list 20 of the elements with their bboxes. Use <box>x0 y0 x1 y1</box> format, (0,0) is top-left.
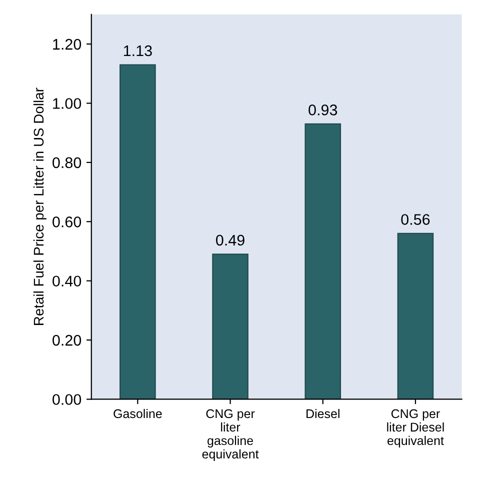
y-tick-label: 0.00 <box>52 394 82 405</box>
y-tick-label: 0.60 <box>52 216 82 228</box>
y-tick-label: 1.20 <box>53 38 82 50</box>
x-tick-label: CNG per liter Diesel equivalent <box>387 409 444 448</box>
y-tick-label: 0.40 <box>52 276 82 287</box>
bar <box>397 232 434 400</box>
y-axis-title: Retail Fuel Price per Litter in US Dollar <box>33 88 46 325</box>
data-label: 0.93 <box>308 104 338 116</box>
bar <box>304 123 342 400</box>
x-tick-label: CNG per liter gasoline equivalent <box>202 409 259 461</box>
bar <box>212 254 248 400</box>
y-tick-label: 1.00 <box>53 98 82 109</box>
y-tick-label: 0.20 <box>52 334 82 346</box>
data-label: 1.13 <box>124 45 152 56</box>
x-tick-label: Diesel <box>306 408 340 418</box>
y-tick-label: 0.80 <box>52 157 82 168</box>
data-label: 0.49 <box>216 234 244 246</box>
bar <box>120 64 156 400</box>
x-tick-label: Gasoline <box>114 408 162 418</box>
data-label: 0.56 <box>401 214 430 225</box>
